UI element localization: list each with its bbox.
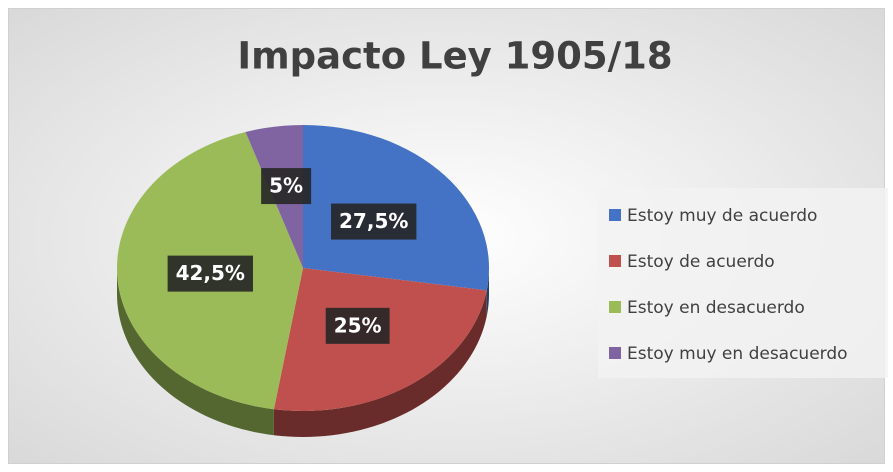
- data-label-group: 5%: [261, 168, 312, 205]
- legend-label: Estoy de acuerdo: [627, 252, 775, 272]
- data-label: 27,5%: [339, 209, 408, 233]
- data-label: 5%: [269, 174, 303, 198]
- data-label-bg: [325, 307, 390, 344]
- pie-slice-side: [486, 268, 489, 317]
- data-label-bg: [331, 203, 417, 240]
- chart-title: Impacto Ley 1905/18: [237, 35, 672, 78]
- data-label-bg: [261, 168, 312, 205]
- data-label-group: 42,5%: [167, 255, 253, 292]
- legend-label: Estoy muy de acuerdo: [627, 206, 817, 226]
- data-label: 42,5%: [176, 261, 245, 285]
- data-label-bg: [167, 255, 253, 292]
- legend-swatch: [609, 255, 621, 267]
- data-label: 25%: [334, 313, 382, 337]
- legend-label: Estoy en desacuerdo: [627, 298, 805, 318]
- data-label-group: 25%: [325, 307, 390, 344]
- data-label-group: 27,5%: [331, 203, 417, 240]
- legend-swatch: [609, 301, 621, 313]
- legend-swatch: [609, 209, 621, 221]
- pie-slice-side: [117, 268, 274, 436]
- legend-box: [598, 188, 888, 378]
- legend-swatch: [609, 347, 621, 359]
- pie-slice-side: [273, 290, 487, 437]
- legend-label: Estoy muy en desacuerdo: [627, 344, 848, 364]
